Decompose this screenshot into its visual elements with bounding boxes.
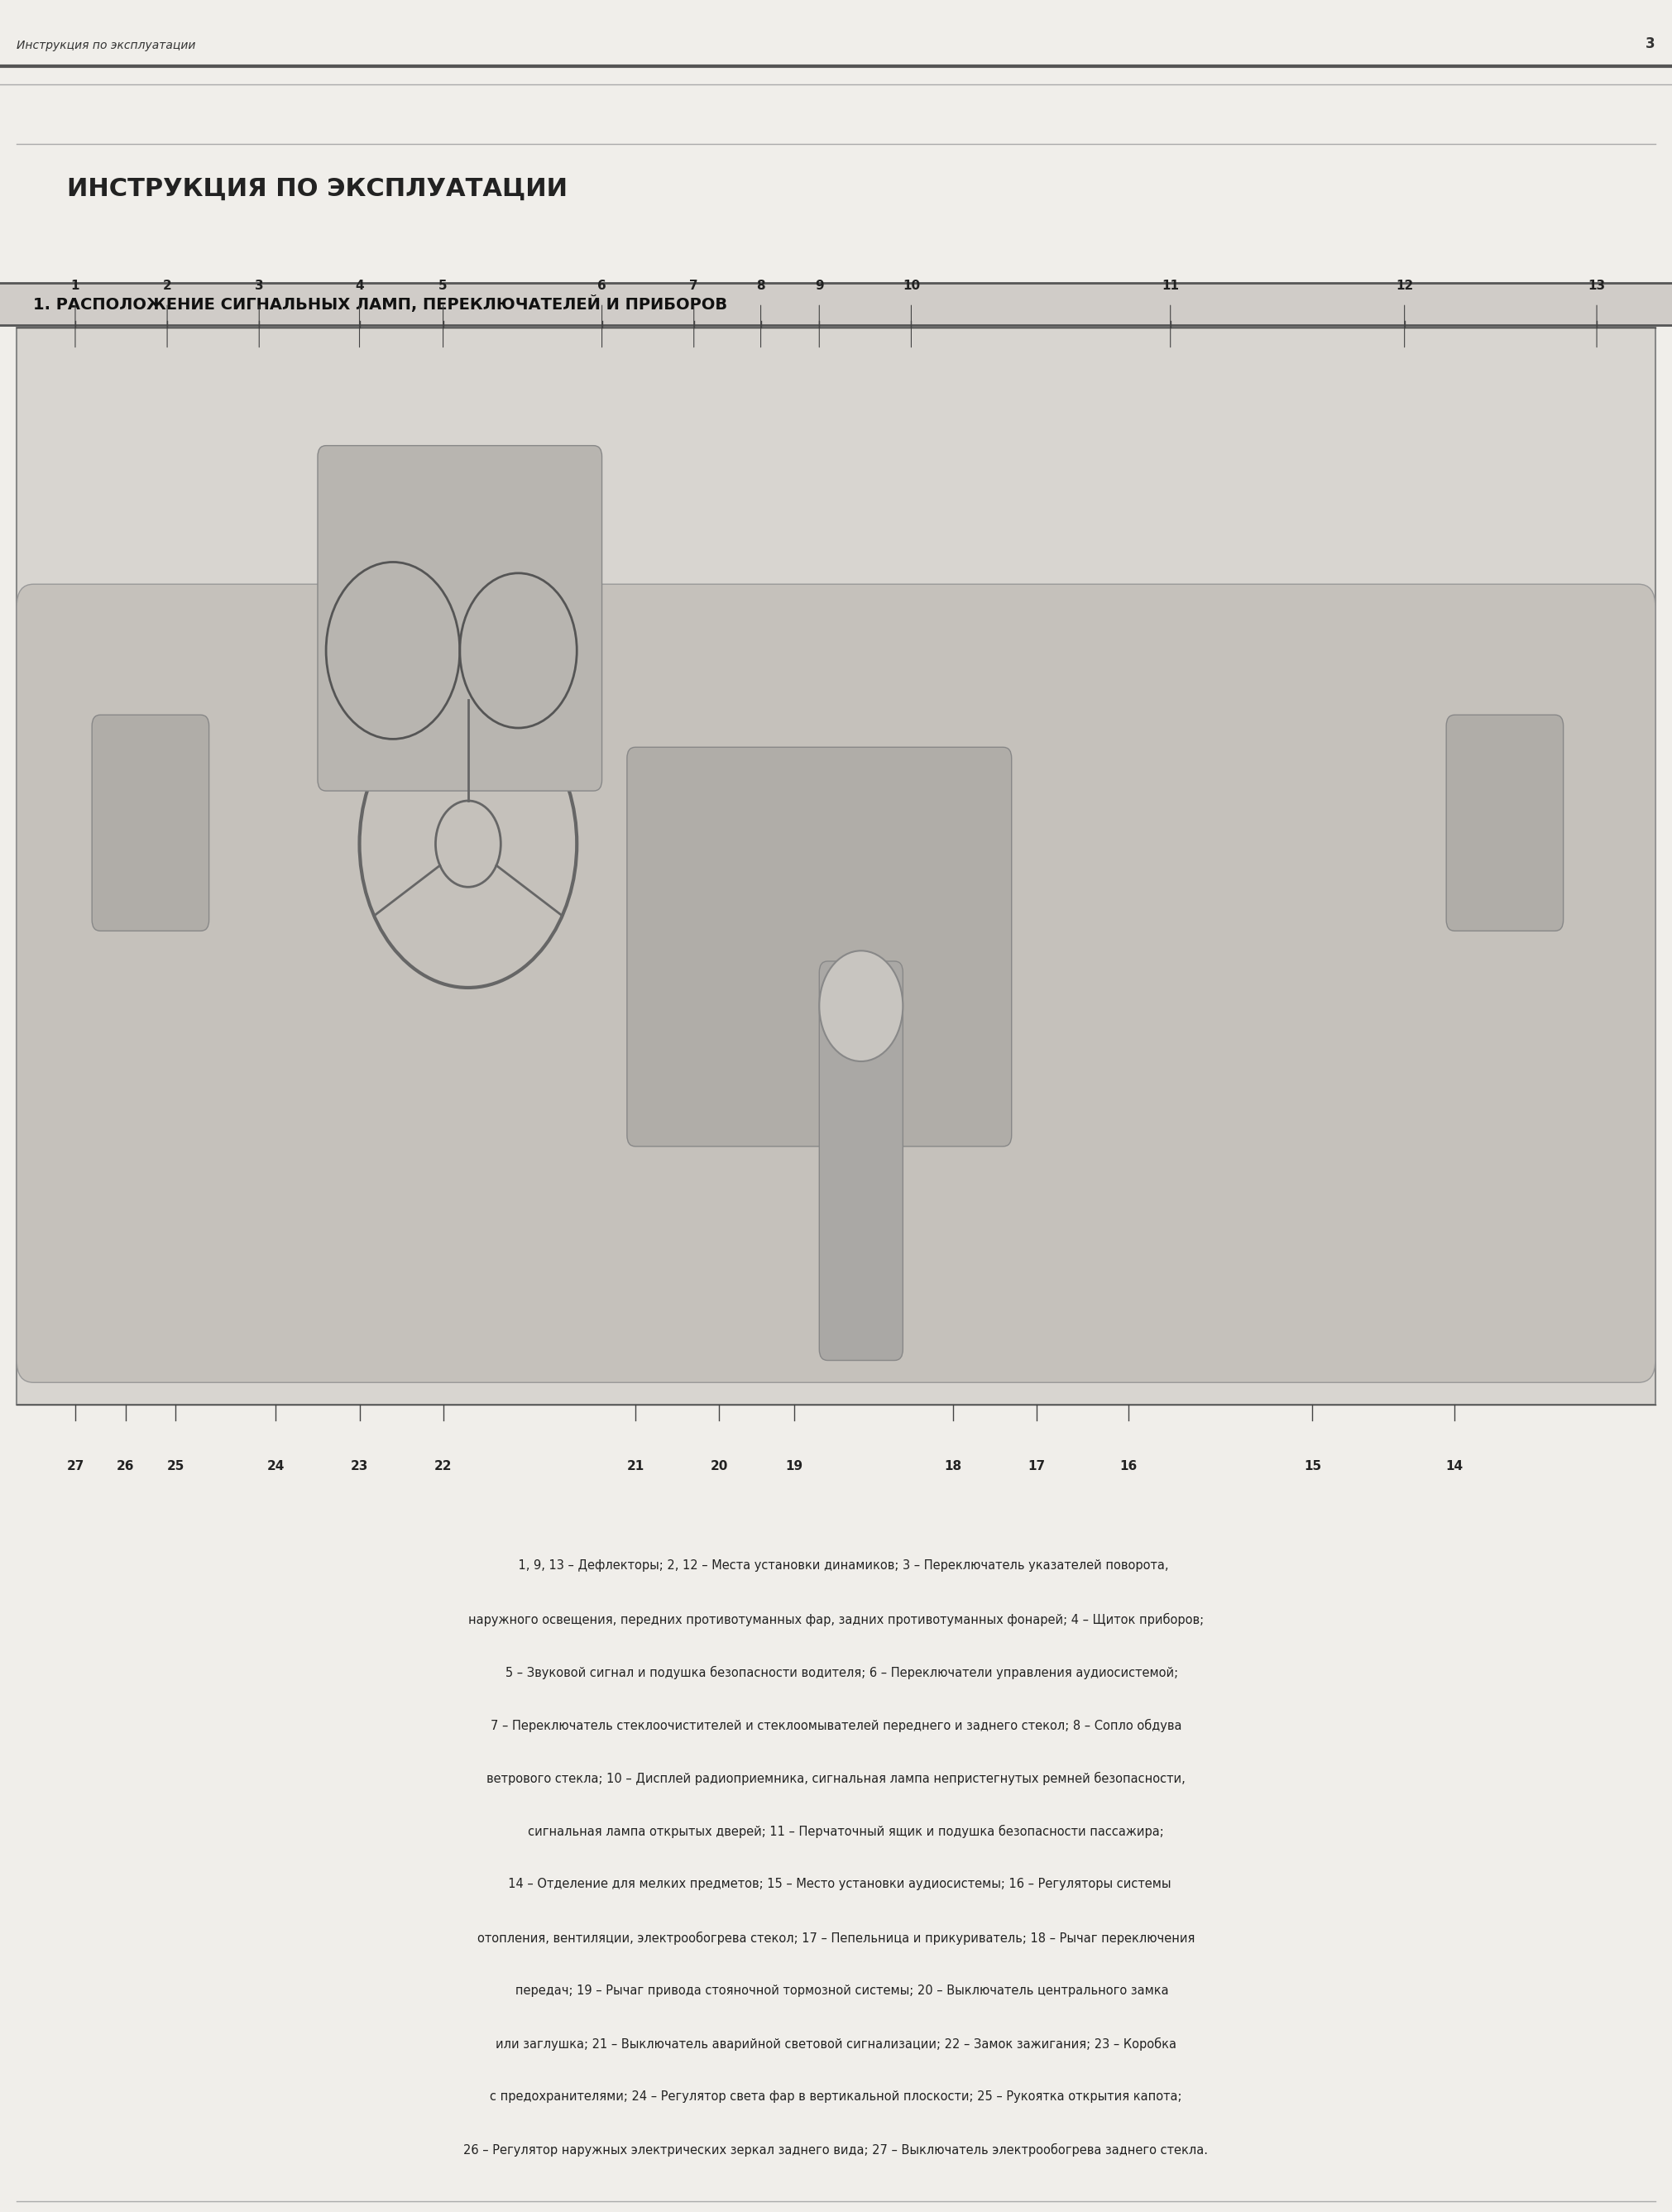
Text: 26 – Регулятор наружных электрических зеркал заднего вида; 27 – Выключатель элек: 26 – Регулятор наружных электрических зе…: [463, 2143, 1209, 2157]
FancyBboxPatch shape: [92, 714, 209, 931]
Text: 2: 2: [162, 279, 172, 292]
Text: 4: 4: [354, 279, 364, 292]
Text: 3: 3: [254, 279, 264, 292]
Text: 7: 7: [689, 279, 699, 292]
Text: 26: 26: [117, 1460, 134, 1473]
Text: отопления, вентиляции, электрообогрева стекол; 17 – Пепельница и прикуриватель; : отопления, вентиляции, электрообогрева с…: [477, 1931, 1195, 1944]
FancyBboxPatch shape: [17, 327, 1655, 1405]
FancyBboxPatch shape: [627, 748, 1012, 1146]
Text: 7 – Переключатель стеклоочистителей и стеклоомывателей переднего и заднего стеко: 7 – Переключатель стеклоочистителей и ст…: [490, 1719, 1182, 1732]
FancyBboxPatch shape: [17, 584, 1655, 1382]
Text: 19: 19: [786, 1460, 803, 1473]
Circle shape: [819, 951, 903, 1062]
Text: 15: 15: [1304, 1460, 1321, 1473]
Text: 14 – Отделение для мелких предметов; 15 – Место установки аудиосистемы; 16 – Рег: 14 – Отделение для мелких предметов; 15 …: [500, 1878, 1172, 1891]
Text: 25: 25: [167, 1460, 184, 1473]
Text: 1: 1: [70, 279, 80, 292]
Text: ИНСТРУКЦИЯ ПО ЭКСПЛУАТАЦИИ: ИНСТРУКЦИЯ ПО ЭКСПЛУАТАЦИИ: [67, 177, 567, 201]
Text: 21: 21: [627, 1460, 644, 1473]
Text: 27: 27: [67, 1460, 84, 1473]
Text: 5: 5: [438, 279, 448, 292]
Text: сигнальная лампа открытых дверей; 11 – Перчаточный ящик и подушка безопасности п: сигнальная лампа открытых дверей; 11 – П…: [508, 1825, 1164, 1838]
Text: 18: 18: [945, 1460, 961, 1473]
Text: 10: 10: [903, 279, 920, 292]
Text: 23: 23: [351, 1460, 368, 1473]
Text: ветрового стекла; 10 – Дисплей радиоприемника, сигнальная лампа непристегнутых р: ветрового стекла; 10 – Дисплей радиоприе…: [487, 1772, 1185, 1785]
Text: 1. РАСПОЛОЖЕНИЕ СИГНАЛЬНЫХ ЛАМП, ПЕРЕКЛЮЧАТЕЛЕЙ И ПРИБОРОВ: 1. РАСПОЛОЖЕНИЕ СИГНАЛЬНЫХ ЛАМП, ПЕРЕКЛЮ…: [33, 296, 727, 312]
Text: 17: 17: [1028, 1460, 1045, 1473]
Text: передач; 19 – Рычаг привода стояночной тормозной системы; 20 – Выключатель центр: передач; 19 – Рычаг привода стояночной т…: [503, 1984, 1169, 1997]
Text: 20: 20: [711, 1460, 727, 1473]
FancyBboxPatch shape: [1446, 714, 1563, 931]
Text: или заглушка; 21 – Выключатель аварийной световой сигнализации; 22 – Замок зажиг: или заглушка; 21 – Выключатель аварийной…: [495, 2037, 1177, 2051]
Text: 16: 16: [1120, 1460, 1137, 1473]
FancyBboxPatch shape: [318, 445, 602, 792]
Text: 13: 13: [1588, 279, 1605, 292]
Text: 8: 8: [756, 279, 766, 292]
FancyBboxPatch shape: [0, 283, 1672, 325]
Text: 14: 14: [1446, 1460, 1463, 1473]
Text: 3: 3: [1645, 35, 1655, 51]
Text: 24: 24: [268, 1460, 284, 1473]
Text: 6: 6: [597, 279, 607, 292]
Text: 1, 9, 13 – Дефлекторы; 2, 12 – Места установки динамиков; 3 – Переключатель указ: 1, 9, 13 – Дефлекторы; 2, 12 – Места уст…: [503, 1559, 1169, 1573]
Text: наружного освещения, передних противотуманных фар, задних противотуманных фонаре: наружного освещения, передних противотум…: [468, 1613, 1204, 1626]
Text: 22: 22: [435, 1460, 451, 1473]
Text: Инструкция по эксплуатации: Инструкция по эксплуатации: [17, 40, 196, 51]
Text: 12: 12: [1396, 279, 1413, 292]
Text: 5 – Звуковой сигнал и подушка безопасности водителя; 6 – Переключатели управлени: 5 – Звуковой сигнал и подушка безопаснос…: [493, 1666, 1179, 1679]
Text: 9: 9: [814, 279, 824, 292]
FancyBboxPatch shape: [819, 962, 903, 1360]
Text: 11: 11: [1162, 279, 1179, 292]
Text: с предохранителями; 24 – Регулятор света фар в вертикальной плоскости; 25 – Руко: с предохранителями; 24 – Регулятор света…: [490, 2090, 1182, 2104]
